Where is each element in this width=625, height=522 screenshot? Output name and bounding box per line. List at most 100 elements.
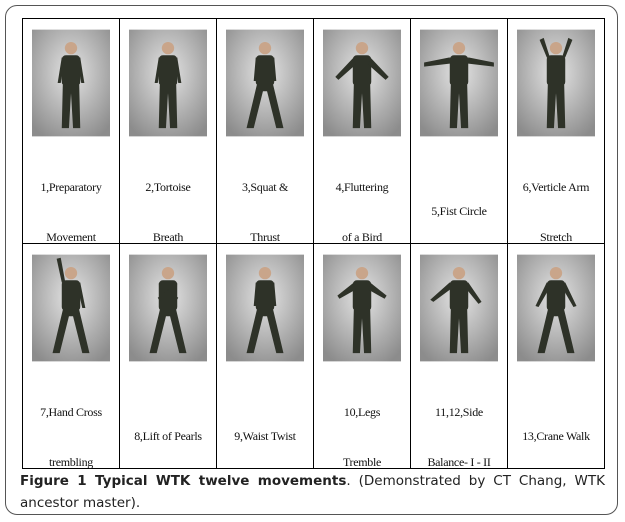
cell-caption: of a Bird — [342, 230, 382, 244]
legs — [52, 310, 90, 354]
figure-person — [535, 266, 577, 354]
figure-frame — [5, 5, 618, 515]
cell-caption: Stretch — [540, 230, 572, 244]
legs — [546, 85, 566, 129]
cell-caption: Thrust — [250, 230, 280, 244]
table-cell: 1,Preparatory Movement — [22, 18, 120, 244]
cell-caption: 6,Verticle Arm — [522, 180, 590, 194]
arms — [157, 283, 179, 301]
head — [549, 266, 563, 280]
torso — [255, 55, 275, 87]
photo — [420, 254, 498, 362]
cell-caption: trembling — [49, 455, 93, 469]
legs — [246, 85, 284, 129]
figure-person — [424, 41, 494, 129]
figure-person — [335, 41, 389, 129]
torso — [352, 280, 372, 312]
table-cell: 5,Fist Circle — [410, 18, 508, 244]
photo — [517, 254, 595, 362]
legs — [61, 85, 81, 129]
cell-caption: 5,Fist Circle — [431, 204, 487, 218]
torso — [352, 55, 372, 87]
table-cell: 4,Fluttering of a Bird — [313, 18, 411, 244]
torso — [546, 55, 566, 87]
arms — [335, 58, 389, 80]
arms — [430, 282, 482, 304]
cell-caption: 7,Hand Cross — [40, 405, 102, 419]
table-cell: 7,Hand Cross trembling — [22, 243, 120, 469]
legs — [449, 310, 469, 354]
cell-caption: Breath — [152, 230, 184, 244]
photo — [323, 29, 401, 137]
head — [549, 41, 563, 55]
head — [258, 266, 272, 280]
table-cell: 9,Waist Twist — [216, 243, 314, 469]
head — [355, 266, 369, 280]
photo — [129, 29, 207, 137]
cell-caption: 1,Preparatory — [40, 180, 102, 194]
head — [64, 41, 78, 55]
arms — [535, 282, 577, 307]
legs — [352, 310, 372, 354]
torso — [158, 55, 178, 87]
head — [452, 41, 466, 55]
cell-caption: 9,Waist Twist — [234, 429, 296, 443]
cell-caption: 8,Lift of Pearls — [134, 429, 202, 443]
cell-caption: 2,Tortoise — [145, 180, 191, 194]
table-cell: 13,Crane Walk — [507, 243, 605, 469]
arms — [56, 257, 86, 308]
figure-caption: Figure 1 Typical WTK twelve movements. (… — [20, 470, 605, 514]
figure-person — [246, 41, 284, 129]
figure-person — [57, 41, 85, 129]
caption-label: Figure 1 Typical WTK twelve movements — [20, 473, 347, 489]
cell-caption: Tremble — [342, 455, 382, 469]
photo — [226, 254, 304, 362]
cell-caption: Movement — [46, 230, 96, 244]
head — [161, 41, 175, 55]
figure-person — [246, 266, 284, 354]
cell-caption: 10,Legs — [343, 405, 381, 419]
arms — [253, 57, 277, 81]
cell-caption: Balance- I - II — [427, 455, 491, 469]
figure-person — [539, 37, 573, 129]
arms — [154, 57, 182, 83]
legs — [537, 310, 575, 354]
table-cell: 2,Tortoise Breath — [119, 18, 217, 244]
legs — [352, 85, 372, 129]
legs — [246, 310, 284, 354]
cell-caption: 3,Squat & — [242, 180, 288, 194]
cell-caption: 11,12,Side — [435, 405, 483, 419]
photo — [32, 254, 110, 362]
arms — [424, 57, 494, 67]
legs — [449, 85, 469, 129]
photo — [323, 254, 401, 362]
photo — [129, 254, 207, 362]
arms — [57, 57, 85, 83]
torso — [255, 280, 275, 312]
caption-text: . (Demonstrated by CT Chang, WTK ancesto… — [20, 473, 605, 511]
table-cell: 8,Lift of Pearls — [119, 243, 217, 469]
figure-person — [337, 266, 387, 354]
figure-person — [430, 266, 482, 354]
photo — [226, 29, 304, 137]
torso — [449, 55, 469, 87]
legs — [149, 310, 187, 354]
torso — [449, 280, 469, 312]
head — [161, 266, 175, 280]
arms — [539, 37, 573, 61]
head — [355, 41, 369, 55]
torso — [61, 55, 81, 87]
figure-person — [149, 266, 187, 354]
table-cell: 3,Squat & Thrust — [216, 18, 314, 244]
cell-caption: 13,Crane Walk — [522, 429, 590, 443]
head — [258, 41, 272, 55]
cell-caption: 4,Fluttering — [335, 180, 389, 194]
arms — [253, 282, 277, 306]
torso — [546, 280, 566, 312]
legs — [158, 85, 178, 129]
photo — [32, 29, 110, 137]
head — [452, 266, 466, 280]
table-cell: 10,Legs Tremble — [313, 243, 411, 469]
figure-person — [154, 41, 182, 129]
torso — [61, 280, 81, 312]
